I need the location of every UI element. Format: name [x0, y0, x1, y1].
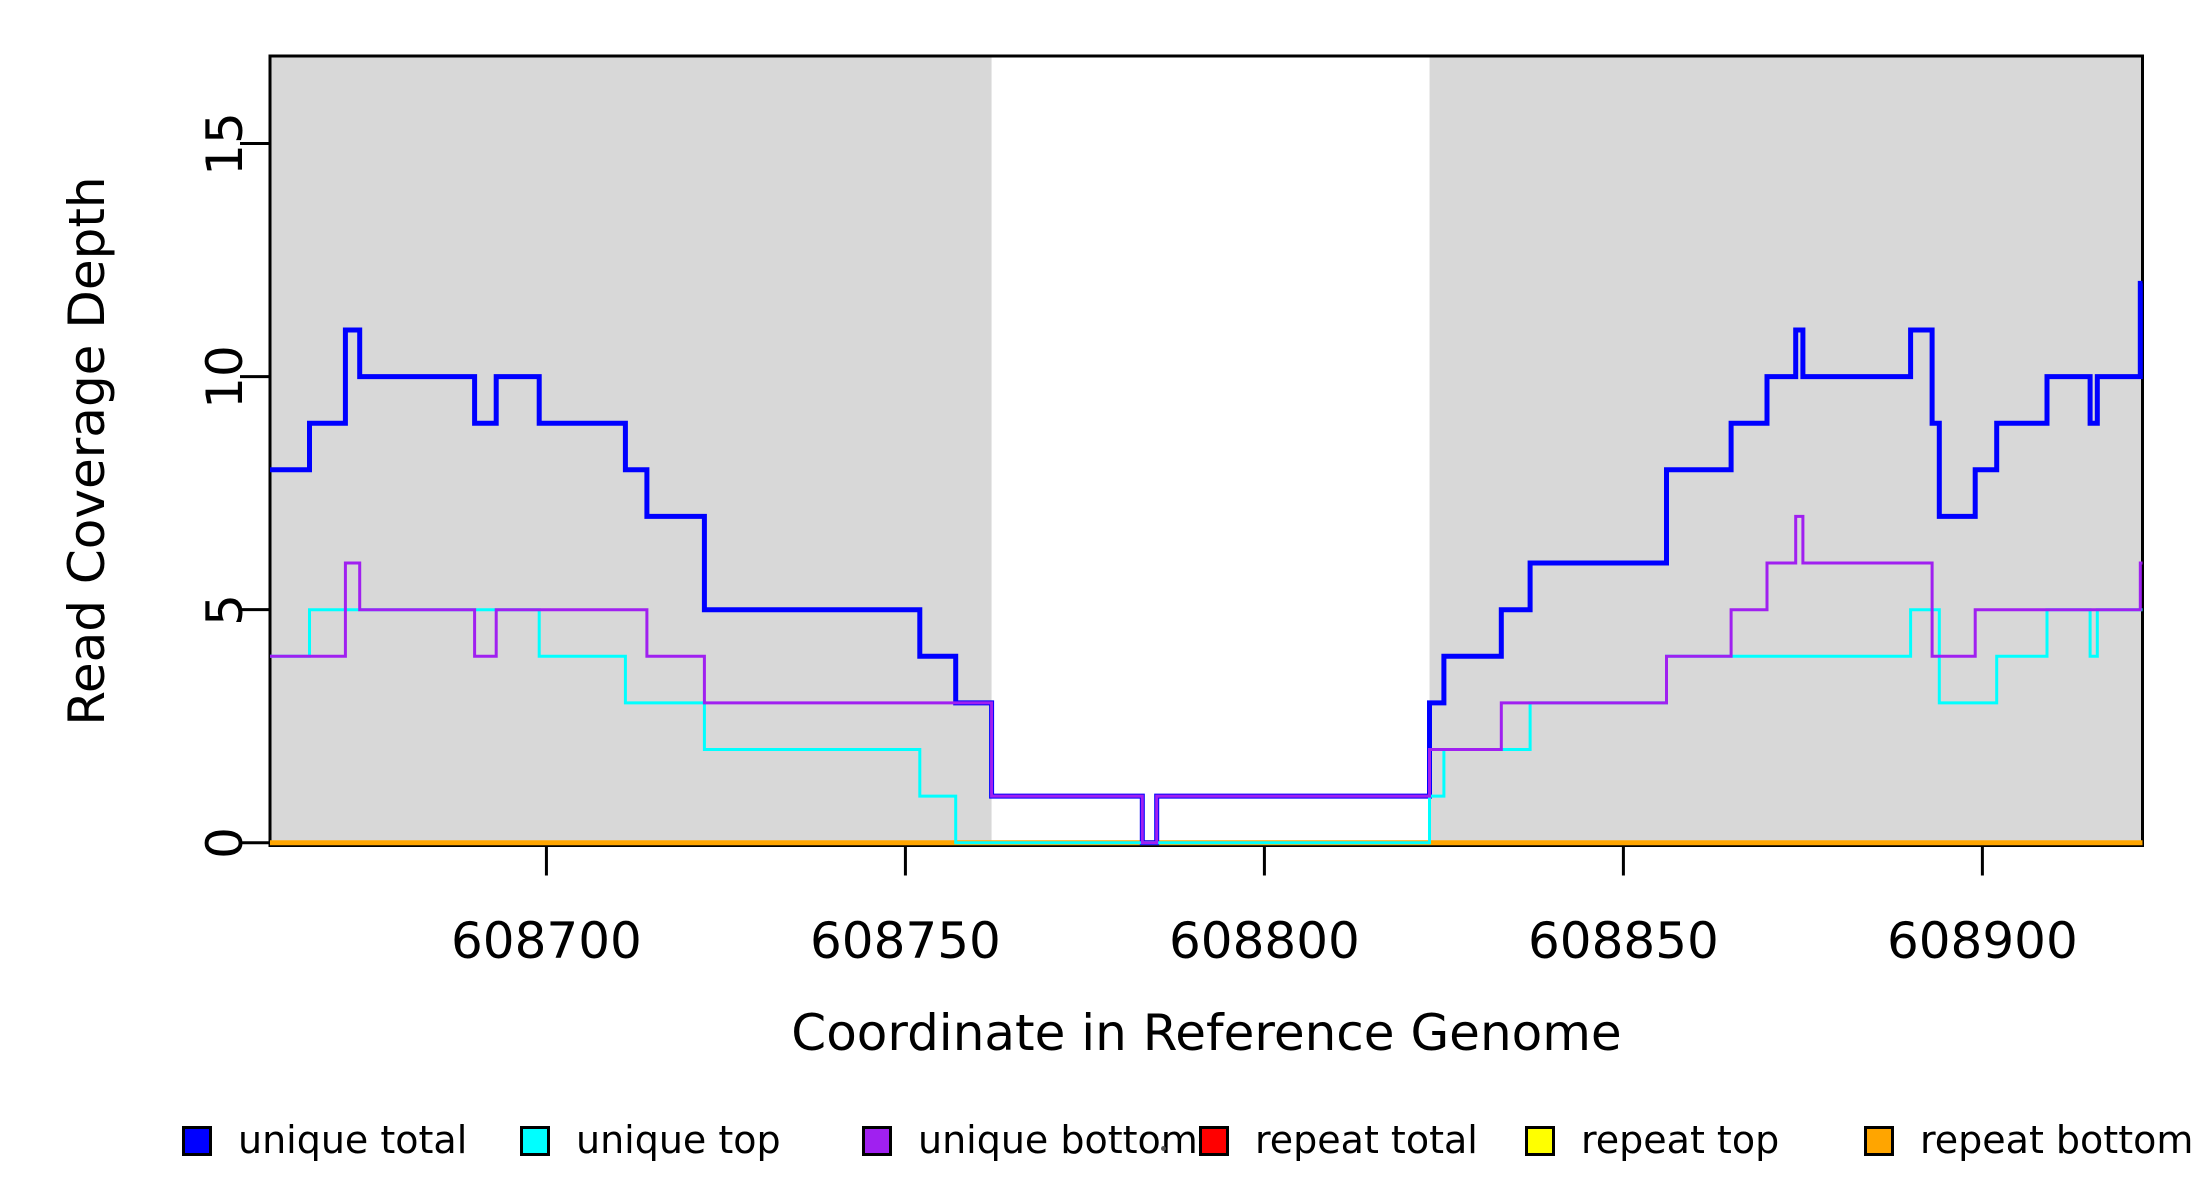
legend-label: repeat top: [1581, 1118, 1780, 1162]
series-unique-bottom-line: [270, 514, 2143, 845]
legend-swatch-icon: [862, 1126, 892, 1156]
legend-label: repeat total: [1255, 1118, 1478, 1162]
shaded-region: [270, 56, 992, 846]
y-tick-label: 0: [196, 826, 254, 859]
x-tick-label: 608850: [1527, 912, 1719, 970]
plot-box: [268, 54, 2144, 847]
x-tick-label: 608800: [1168, 912, 1360, 970]
x-tick-label: 608900: [1886, 912, 2078, 970]
legend-label: repeat bottom: [1920, 1118, 2194, 1162]
legend-swatch-icon: [1199, 1126, 1229, 1156]
y-axis-title: Read Coverage Depth: [58, 176, 116, 726]
x-tick-label: 608750: [809, 912, 1001, 970]
legend-swatch-icon: [520, 1126, 550, 1156]
legend-swatch-icon: [1864, 1126, 1894, 1156]
legend-swatch-icon: [182, 1126, 212, 1156]
series-unique-total-line: [270, 280, 2143, 846]
stray-dot-artifact: [1161, 1146, 1166, 1151]
x-tick-label: 608700: [450, 912, 642, 970]
legend-swatch-icon: [1525, 1126, 1555, 1156]
legend-label: unique top: [576, 1118, 781, 1162]
y-tick-label: 10: [196, 344, 254, 409]
x-axis-title: Coordinate in Reference Genome: [791, 1004, 1622, 1062]
y-tick-label: 5: [196, 593, 254, 626]
y-tick-label: 15: [196, 111, 254, 176]
legend-label: unique bottom: [918, 1118, 1198, 1162]
legend-label: unique total: [238, 1118, 468, 1162]
shaded-region: [1429, 56, 2143, 846]
